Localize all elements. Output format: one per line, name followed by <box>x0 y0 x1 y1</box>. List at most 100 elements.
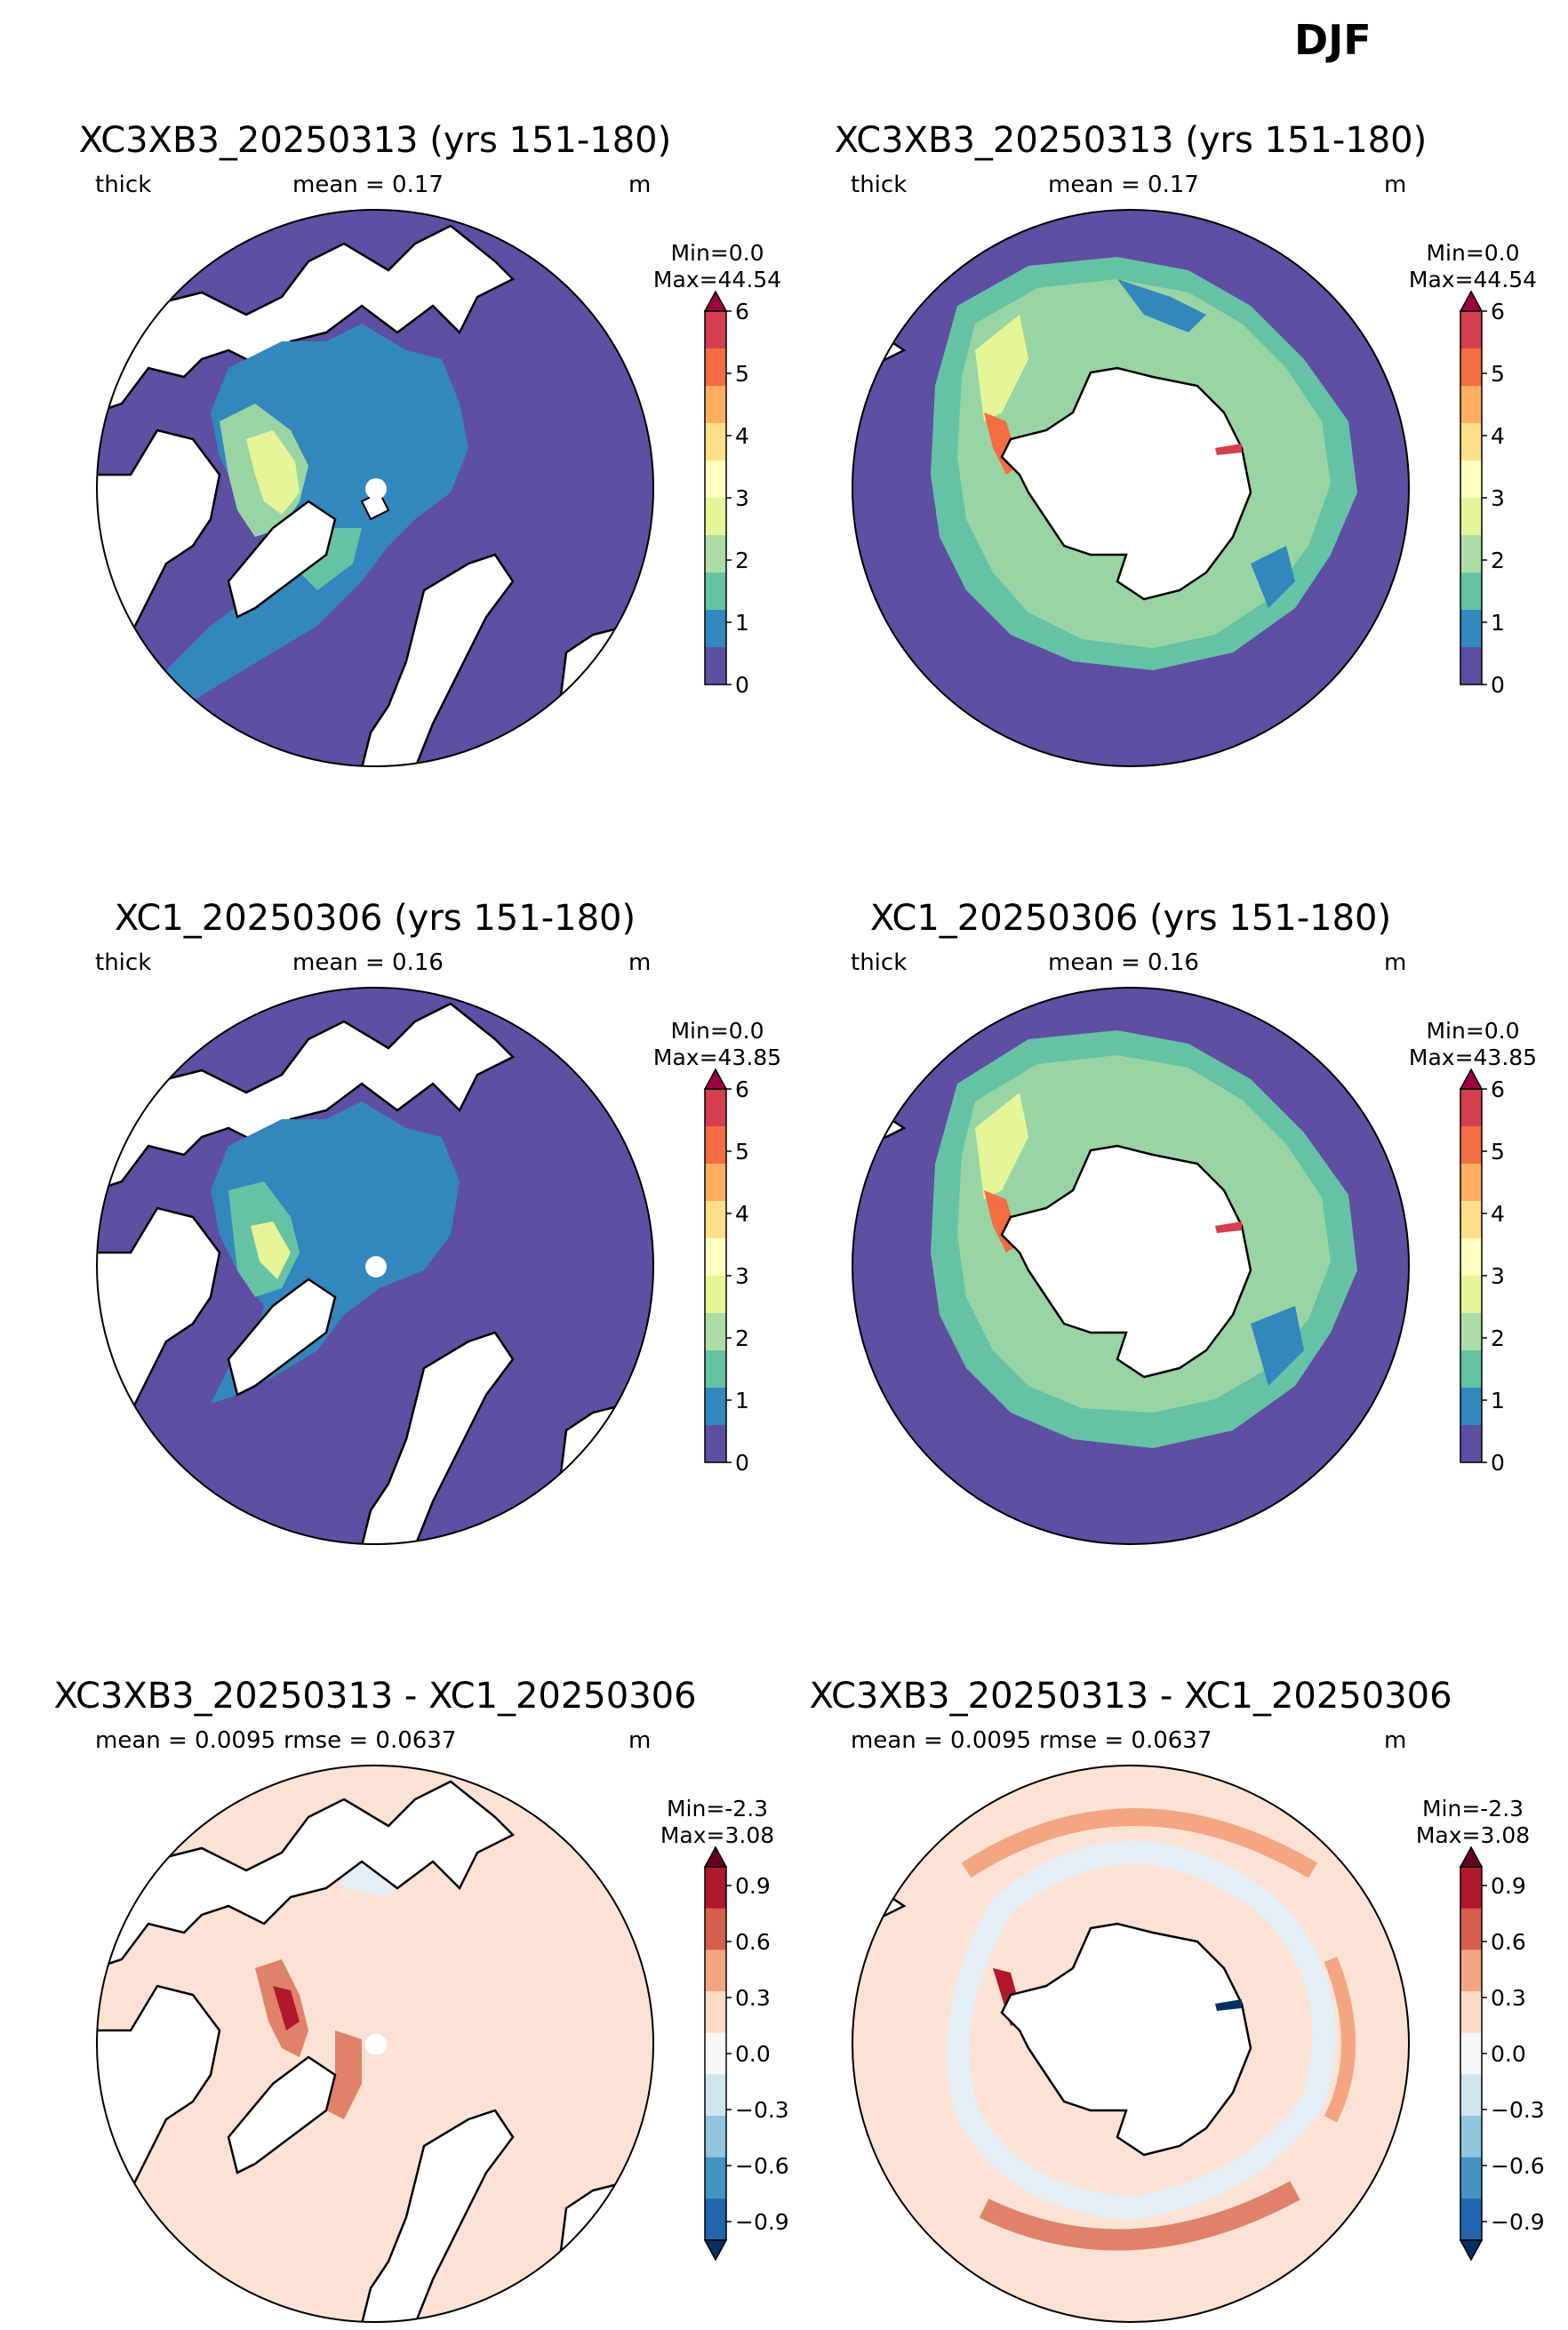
colorbar-segment <box>1460 2074 1482 2117</box>
colorbar-segment <box>705 348 726 387</box>
units-label-right: m <box>1384 949 1407 976</box>
colorbar-extend-max <box>1459 1846 1484 1868</box>
colorbar-segment <box>705 1350 726 1389</box>
variable-label-right: thick <box>851 949 908 976</box>
colorbar-segment <box>1460 1164 1482 1202</box>
colorbar-segment <box>1460 1388 1482 1426</box>
colorbar-tick-label: 0.6 <box>1491 1929 1526 1955</box>
colorbar-extend-max <box>1459 1068 1484 1090</box>
colorbar-1-right: 6 5 4 3 2 1 0 <box>1459 1068 1505 1476</box>
panel-title-left: XC3XB3_20250313 - XC1_20250306 <box>53 1676 697 1717</box>
colorbar-segment <box>705 498 726 536</box>
colorbar-segment <box>1460 1991 1482 2034</box>
colorbar-tick-label: −0.6 <box>735 2153 789 2179</box>
min-label-right: Min=-2.3 <box>1421 1796 1524 1822</box>
colorbar-segment <box>1460 311 1482 349</box>
panel-title-right: XC3XB3_20250313 (yrs 151-180) <box>834 120 1428 161</box>
colorbar-segment <box>705 610 726 648</box>
colorbar-segment <box>705 1908 726 1950</box>
colorbar-segment <box>1460 1313 1482 1351</box>
colorbar-segment <box>705 572 726 611</box>
colorbar-tick-label: 1 <box>1491 1388 1505 1413</box>
units-label-right: m <box>1384 172 1407 198</box>
units-label-right: m <box>1384 1727 1407 1754</box>
colorbar-segment <box>705 1388 726 1426</box>
colorbar-segment <box>705 1313 726 1351</box>
colorbar-tick-label: 1 <box>735 610 749 636</box>
colorbar-segment <box>705 647 726 685</box>
map-arctic-xc3xb3 <box>96 209 654 767</box>
colorbar-segment <box>1460 2157 1482 2199</box>
colorbar-tick-label: 1 <box>1491 610 1505 636</box>
colorbar-segment <box>705 2116 726 2158</box>
units-label-left: m <box>628 1727 652 1754</box>
colorbar-segment <box>705 311 726 349</box>
map-antarctic-xc3xb3 <box>852 209 1410 767</box>
min-label-left: Min=0.0 <box>670 1018 764 1044</box>
colorbar-segment <box>705 2198 726 2241</box>
panel-title-left: XC1_20250306 (yrs 151-180) <box>114 898 636 939</box>
colorbar-tick-label: 6 <box>1491 299 1505 324</box>
figure-title: DJF <box>1294 16 1372 64</box>
colorbar-0-right: 6 5 4 3 2 1 0 <box>1459 290 1505 698</box>
colorbar-segment <box>1460 1425 1482 1463</box>
colorbar-tick-label: 4 <box>1491 1201 1505 1227</box>
colorbar-segment <box>1460 1867 1482 1910</box>
colorbar-segment <box>1460 1276 1482 1314</box>
colorbar-2-left: 0.9 0.6 0.3 0.0 −0.3 −0.6 −0.9 <box>703 1846 789 2262</box>
max-label-right: Max=3.08 <box>1415 1822 1531 1848</box>
colorbar-tick-label: 3 <box>735 485 749 511</box>
colorbar-segment <box>705 2157 726 2199</box>
min-label-left: Min=0.0 <box>670 240 764 266</box>
max-label-left: Max=44.54 <box>652 267 782 292</box>
colorbar-extend-min <box>703 2239 728 2262</box>
colorbar-segment <box>1460 1950 1482 1992</box>
variable-label-right: mean = 0.0095 <box>851 1727 1032 1754</box>
units-label-left: m <box>628 172 652 198</box>
colorbar-tick-label: 6 <box>735 299 749 324</box>
mean-label-right: mean = 0.16 <box>1048 949 1199 976</box>
colorbar-segment <box>1460 572 1482 611</box>
colorbar-tick-label: 0.3 <box>1491 1985 1526 2011</box>
colorbar-tick-label: 3 <box>1491 1263 1505 1289</box>
colorbar-extend-max <box>703 1846 728 1868</box>
colorbar-segment <box>705 1425 726 1463</box>
colorbar-tick-label: 0 <box>1491 672 1505 698</box>
mean-label-right: mean = 0.17 <box>1048 172 1199 198</box>
colorbar-tick-label: 0 <box>735 672 749 698</box>
colorbar-segment <box>705 1238 726 1277</box>
colorbar-tick-label: 4 <box>735 1201 749 1227</box>
variable-label-right: thick <box>851 172 908 198</box>
colorbar-1-left: 6 5 4 3 2 1 0 <box>703 1068 749 1476</box>
colorbar-segment <box>1460 1350 1482 1389</box>
colorbar-tick-label: 0.0 <box>735 2041 771 2067</box>
min-label-left: Min=-2.3 <box>666 1796 769 1822</box>
colorbar-tick-label: 5 <box>735 361 749 387</box>
min-label-right: Min=0.0 <box>1426 1018 1520 1044</box>
colorbar-segment <box>705 535 726 573</box>
colorbar-tick-label: −0.3 <box>735 2097 789 2123</box>
max-label-left: Max=3.08 <box>660 1822 775 1848</box>
colorbar-segment <box>705 2074 726 2117</box>
colorbar-tick-label: 5 <box>1491 361 1505 387</box>
map-antarctic-xc1 <box>852 987 1410 1545</box>
mean-label-left: mean = 0.16 <box>292 949 444 976</box>
colorbar-segment <box>1460 1238 1482 1277</box>
mean-label-left: mean = 0.17 <box>292 172 444 198</box>
colorbar-extend-max <box>703 290 728 312</box>
colorbar-tick-label: −0.9 <box>735 2209 789 2235</box>
colorbar-tick-label: 2 <box>735 548 749 573</box>
colorbar-segment <box>705 1276 726 1314</box>
map-arctic-xc1 <box>96 987 654 1545</box>
colorbar-segment <box>1460 2032 1482 2075</box>
rmse-label-right: rmse = 0.0637 <box>1039 1727 1212 1754</box>
colorbar-segment <box>1460 1201 1482 1239</box>
colorbar-0-left: 6 5 4 3 2 1 0 <box>703 290 749 698</box>
variable-label-left: thick <box>95 949 152 976</box>
variable-label-left: mean = 0.0095 <box>95 1727 276 1754</box>
max-label-right: Max=44.54 <box>1408 267 1538 292</box>
colorbar-tick-label: 3 <box>735 1263 749 1289</box>
variable-label-left: thick <box>95 172 152 198</box>
colorbar-extend-max <box>703 1068 728 1090</box>
colorbar-segment <box>1460 498 1482 536</box>
